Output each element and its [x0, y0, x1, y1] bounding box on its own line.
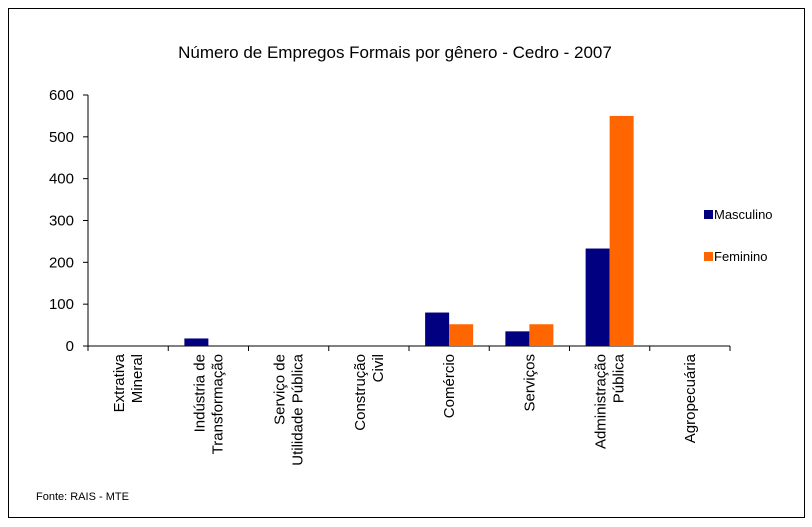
y-tick-label: 200	[49, 254, 74, 271]
bar	[529, 324, 554, 346]
y-tick-label: 300	[49, 213, 74, 230]
x-tick-label: Agropecuária	[682, 353, 699, 443]
y-tick-label: 600	[49, 87, 74, 104]
x-tick-label-line: Comércio	[441, 354, 458, 418]
x-tick-label: ExtrativaMineral	[111, 353, 146, 412]
x-tick-label-line: Administração	[593, 354, 610, 449]
x-tick-label: Serviços	[521, 354, 538, 412]
y-tick-label: 0	[66, 338, 74, 355]
x-tick-label-line: Construção	[352, 354, 369, 431]
chart-border	[8, 8, 805, 518]
legend-swatch	[704, 252, 713, 261]
x-tick-label-line: Transformação	[209, 354, 226, 454]
bar	[505, 331, 530, 346]
bar	[184, 338, 209, 346]
x-tick-label-line: Civil	[370, 354, 387, 382]
bar	[425, 312, 450, 346]
x-tick-label-line: Serviço de	[272, 354, 289, 425]
chart-title: Número de Empregos Formais por gênero - …	[178, 43, 612, 62]
x-tick-label-line: Pública	[611, 353, 628, 403]
x-tick-label-line: Serviços	[521, 354, 538, 412]
legend-label: Masculino	[714, 207, 773, 222]
legend-label: Feminino	[714, 249, 767, 264]
x-tick-label: AdministraçãoPública	[593, 353, 628, 449]
bar	[449, 324, 474, 346]
x-tick-label: ConstruçãoCivil	[352, 354, 387, 431]
bar	[585, 248, 610, 346]
x-tick-label-line: Utilidade Pública	[290, 353, 307, 465]
bar	[609, 115, 634, 347]
legend-swatch	[704, 210, 713, 219]
y-tick-label: 500	[49, 129, 74, 146]
x-tick-label-line: Agropecuária	[682, 353, 699, 443]
x-tick-label: Comércio	[441, 354, 458, 418]
source-note: Fonte: RAIS - MTE	[36, 491, 129, 503]
x-tick-label-line: Indústria de	[191, 354, 208, 432]
x-tick-label: Indústria deTransformação	[191, 354, 226, 454]
x-tick-label: Serviço deUtilidade Pública	[272, 353, 307, 465]
x-tick-label-line: Extrativa	[111, 353, 128, 412]
y-tick-label: 100	[49, 296, 74, 313]
y-tick-label: 400	[49, 171, 74, 188]
x-tick-label-line: Mineral	[129, 354, 146, 403]
